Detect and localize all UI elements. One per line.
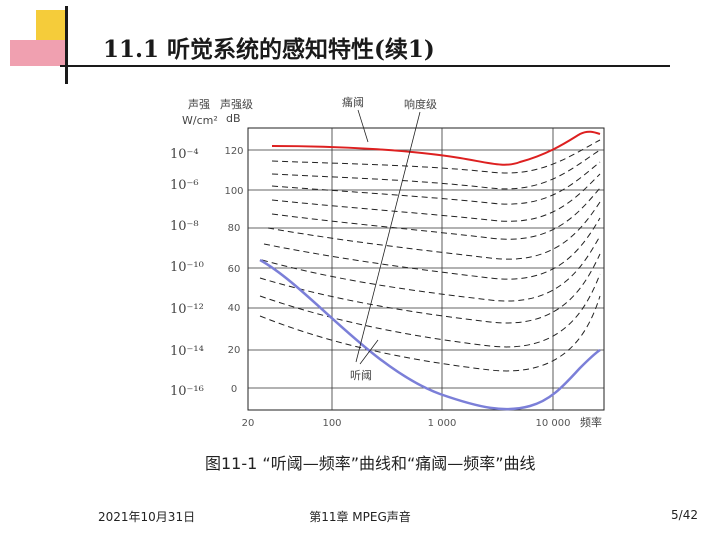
intensity-tick: 10⁻¹⁰ (170, 260, 204, 275)
db-tick: 120 (224, 146, 243, 157)
loudness-curve (259, 273, 601, 348)
plot-frame (247, 127, 605, 411)
loudness-curve (259, 253, 601, 324)
db-tick: 80 (228, 223, 241, 234)
figure-caption: 图11-1 “听阈—频率”曲线和“痛阈—频率”曲线 (205, 454, 536, 473)
accent-block-pink (10, 40, 66, 66)
loudness-curve (271, 173, 601, 222)
slide-title: 11.1 听觉系统的感知特性(续1) (103, 36, 435, 63)
db-tick: 0 (231, 384, 237, 395)
loudness-curve (259, 295, 601, 372)
footer-date: 2021年10月31日 (98, 510, 196, 524)
loudness-leader (355, 111, 421, 363)
freq-tick: 1 000 (428, 418, 457, 429)
loudness-curve (263, 217, 601, 280)
pain-leader (357, 109, 369, 143)
intensity-header: 声强 (188, 97, 210, 111)
loudness-curve (271, 139, 601, 174)
loudness-curve (271, 161, 601, 205)
pain-threshold-curve (271, 130, 601, 166)
title-rule (60, 65, 670, 67)
hearing-threshold-label: 听阈 (350, 368, 372, 382)
footer-page-number: 5/42 (671, 508, 698, 522)
loudness-curve (261, 235, 601, 302)
pain-threshold-label: 痛阈 (342, 95, 364, 109)
footer-chapter: 第11章 MPEG声音 (309, 510, 411, 524)
accent-block-yellow (36, 10, 66, 40)
db-tick: 40 (228, 303, 241, 314)
intensity-tick: 10⁻⁸ (170, 219, 199, 234)
intensity-tick: 10⁻⁴ (170, 147, 199, 162)
db-tick: 60 (228, 264, 241, 275)
accent-vertical-rule (65, 6, 68, 84)
freq-tick: 20 (242, 418, 255, 429)
frequency-axis-label: 频率 (580, 415, 602, 429)
loudness-curve (267, 201, 601, 260)
level-header: 声强级 (220, 97, 253, 111)
db-tick: 100 (224, 186, 243, 197)
freq-tick: 100 (322, 418, 341, 429)
hearing-threshold-curve (259, 258, 601, 411)
intensity-tick: 10⁻¹⁴ (170, 344, 204, 359)
level-unit: dB (226, 112, 241, 125)
freq-tick: 10 000 (536, 418, 571, 429)
loudness-level-label: 响度级 (404, 97, 437, 111)
hearing-leader (359, 339, 379, 365)
intensity-tick: 10⁻¹⁶ (170, 384, 204, 399)
loudness-curve (271, 187, 601, 240)
intensity-tick: 10⁻⁶ (170, 178, 199, 193)
intensity-unit: W/cm² (182, 114, 218, 127)
intensity-tick: 10⁻¹² (170, 302, 204, 317)
loudness-curve (271, 149, 601, 190)
hearing-threshold-figure: 声强 声强级 W/cm² dB 痛阈 响度级 10⁻⁴ 10⁻⁶ 10⁻⁸ 10… (170, 95, 605, 429)
db-tick: 20 (228, 345, 241, 356)
